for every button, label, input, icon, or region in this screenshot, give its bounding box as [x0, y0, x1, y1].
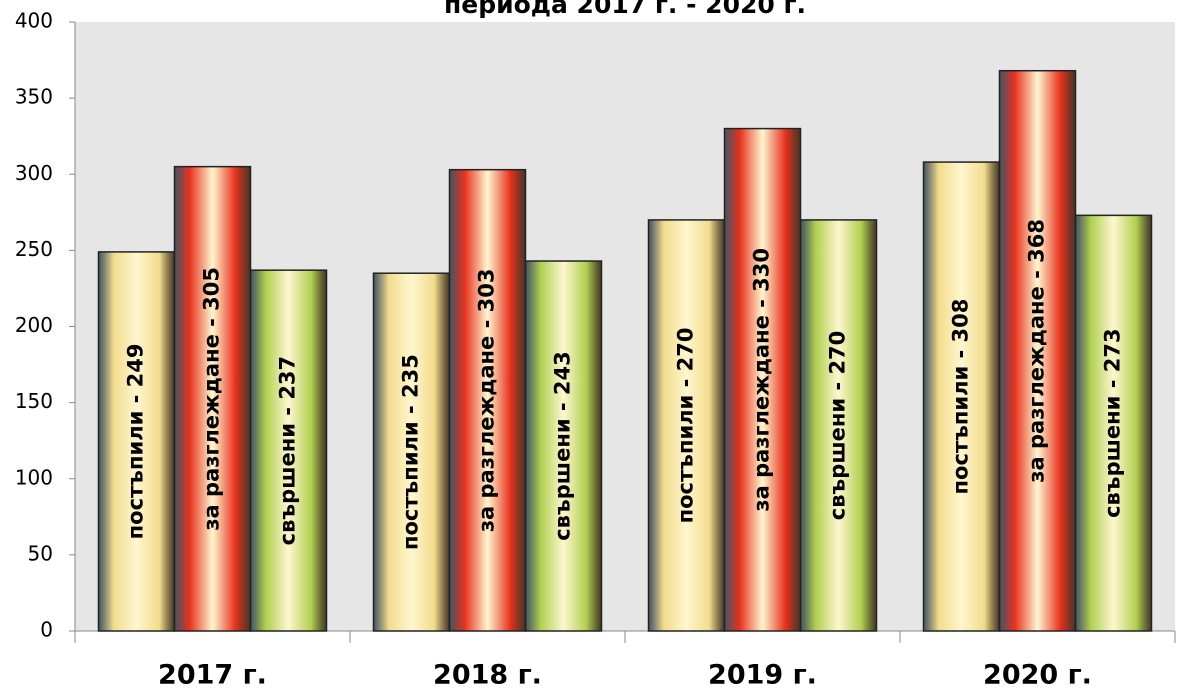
- data-label: постъпили - 308: [949, 299, 973, 495]
- y-tick-label: 0: [40, 618, 53, 642]
- data-label: свършени - 273: [1101, 328, 1125, 517]
- y-tick-label: 400: [15, 9, 53, 33]
- data-label: постъпили - 249: [124, 344, 148, 540]
- y-tick-label: 100: [15, 465, 53, 489]
- data-label: за разглеждане - 303: [475, 269, 499, 533]
- bar: [372, 272, 451, 632]
- y-tick-label: 300: [15, 161, 53, 185]
- data-label: свършени - 243: [551, 351, 575, 541]
- data-label: постъпили - 270: [674, 328, 698, 524]
- x-tick-label: 2019 г.: [708, 660, 817, 691]
- y-tick-label: 250: [15, 237, 53, 261]
- data-label: за разглеждане - 330: [750, 248, 774, 512]
- bar: [249, 269, 328, 632]
- bar: [998, 69, 1077, 632]
- x-tick-label: 2018 г.: [433, 660, 542, 691]
- chart-title: периода 2017 г. - 2020 г.: [444, 0, 806, 19]
- bar: [97, 251, 176, 632]
- y-tick-label: 50: [28, 541, 53, 565]
- data-label: за разглеждане - 368: [1025, 219, 1049, 483]
- x-tick-label: 2017 г.: [158, 660, 267, 691]
- x-tick-label: 2020 г.: [983, 660, 1092, 691]
- data-label: постъпили - 235: [399, 354, 423, 550]
- bar: [448, 168, 527, 632]
- bar: [524, 260, 603, 632]
- data-label: свършени - 237: [276, 356, 300, 546]
- bar: [799, 219, 878, 632]
- y-tick-label: 350: [15, 85, 53, 109]
- bar: [922, 161, 1001, 632]
- data-label: за разглеждане - 305: [200, 267, 224, 531]
- y-tick-label: 200: [15, 313, 53, 337]
- data-label: свършени - 270: [826, 331, 850, 521]
- bar: [173, 165, 252, 632]
- bar: [647, 219, 726, 632]
- bar: [1074, 214, 1153, 632]
- y-tick-label: 150: [15, 389, 53, 413]
- bar: [723, 127, 802, 632]
